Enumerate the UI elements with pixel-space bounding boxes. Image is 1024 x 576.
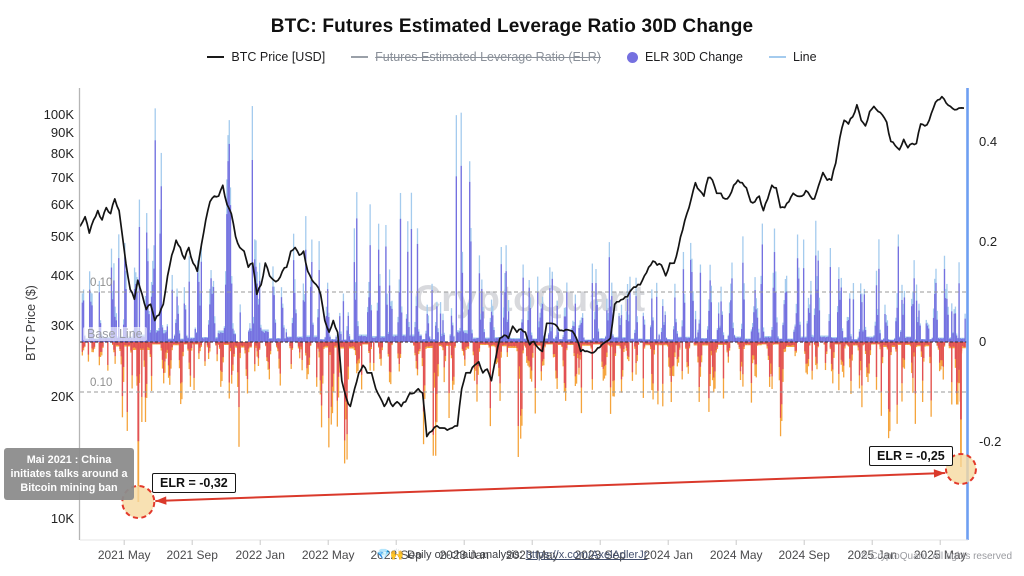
footer-emoji-icon: 💎🙌 xyxy=(376,549,405,561)
chart-legend: BTC Price [USD] Futures Estimated Leverag… xyxy=(0,50,1024,64)
x-axis-tick: 2023 Sep xyxy=(574,548,626,562)
legend-line-icon xyxy=(207,56,225,58)
legend-item-3[interactable]: Line xyxy=(768,50,817,64)
china-ban-annotation: Mai 2021 : China initiates talks around … xyxy=(4,448,134,501)
copyright-note: © CryptoQuant. All rights reserved xyxy=(860,551,1012,562)
chart-title: BTC: Futures Estimated Leverage Ratio 30… xyxy=(270,16,754,37)
x-axis-tick: 2024 Sep xyxy=(778,548,830,562)
annotation-arrow xyxy=(155,472,945,502)
legend-label: ELR 30D Change xyxy=(644,50,743,64)
x-axis-tick: 2025 May xyxy=(913,548,967,562)
x-axis-tick: 2022 May xyxy=(301,548,355,562)
legend-label: BTC Price [USD] xyxy=(231,50,326,64)
footer-text: Daily on-chain analysis: xyxy=(407,549,523,561)
elr-low-2025-label: ELR = -0,25 xyxy=(869,446,953,466)
y-axis-tick-left: 90K xyxy=(50,125,74,141)
legend-line-icon xyxy=(351,56,369,58)
y-axis-tick-left: 100K xyxy=(43,107,74,122)
x-axis-tick: 2023 May xyxy=(505,548,559,562)
y-axis-tick-left: 30K xyxy=(50,318,74,334)
legend-label: Line xyxy=(792,50,817,64)
y-axis-tick-right: 0.2 xyxy=(979,234,998,249)
legend-label: Futures Estimated Leverage Ratio (ELR) xyxy=(375,50,601,64)
y-axis-label-left: BTC Price ($) xyxy=(24,285,38,361)
x-axis-tick: 2022 Sep xyxy=(370,548,422,562)
y-axis-tick-left: 80K xyxy=(50,146,74,162)
x-axis-tick: 2021 Sep xyxy=(166,548,218,562)
y-axis-tick-left: 40K xyxy=(50,267,74,283)
x-axis-tick: 2024 Jan xyxy=(643,548,693,562)
lower-threshold-label: 0.10 xyxy=(90,377,113,389)
y-axis-tick-left: 50K xyxy=(50,228,74,244)
baseline-label: Base Line xyxy=(83,327,147,341)
y-axis-tick-right: 0.4 xyxy=(979,134,998,149)
legend-item-1[interactable]: Futures Estimated Leverage Ratio (ELR) xyxy=(351,50,601,64)
legend-item-0[interactable]: BTC Price [USD] xyxy=(207,50,325,64)
footer-analysis-note: 💎🙌 Daily on-chain analysis: https://x.co… xyxy=(0,548,1024,561)
footer-link[interactable]: https://x.com/AxelAdlerJr xyxy=(525,549,648,561)
legend-line-icon xyxy=(768,56,786,58)
x-axis-tick: 2024 May xyxy=(709,548,763,562)
y-axis-tick-left: 20K xyxy=(50,389,74,405)
legend-dot-icon xyxy=(626,51,638,63)
highlight-circle xyxy=(944,453,977,485)
y-axis-tick-right: 0 xyxy=(979,334,987,349)
elr-change-bars xyxy=(81,106,966,502)
y-axis-tick-left: 70K xyxy=(50,169,74,185)
x-axis-tick: 2021 May xyxy=(97,548,151,562)
arrowhead-icon xyxy=(933,469,945,478)
y-axis-tick-left: 10K xyxy=(50,511,74,526)
y-axis-tick-left: 60K xyxy=(50,196,74,212)
x-axis-tick: 2025 Jan xyxy=(847,548,897,562)
y-axis-tick-right: -0.2 xyxy=(979,434,1002,449)
arrowhead-icon xyxy=(155,496,167,505)
upper-threshold-label: 0.10 xyxy=(90,277,113,289)
elr-low-2021-label: ELR = -0,32 xyxy=(152,473,236,493)
legend-item-2[interactable]: ELR 30D Change xyxy=(626,50,743,64)
x-axis-tick: 2022 Jan xyxy=(235,548,285,562)
x-axis-tick: 2023 Jan xyxy=(439,548,489,562)
btc-price-line xyxy=(79,95,965,438)
